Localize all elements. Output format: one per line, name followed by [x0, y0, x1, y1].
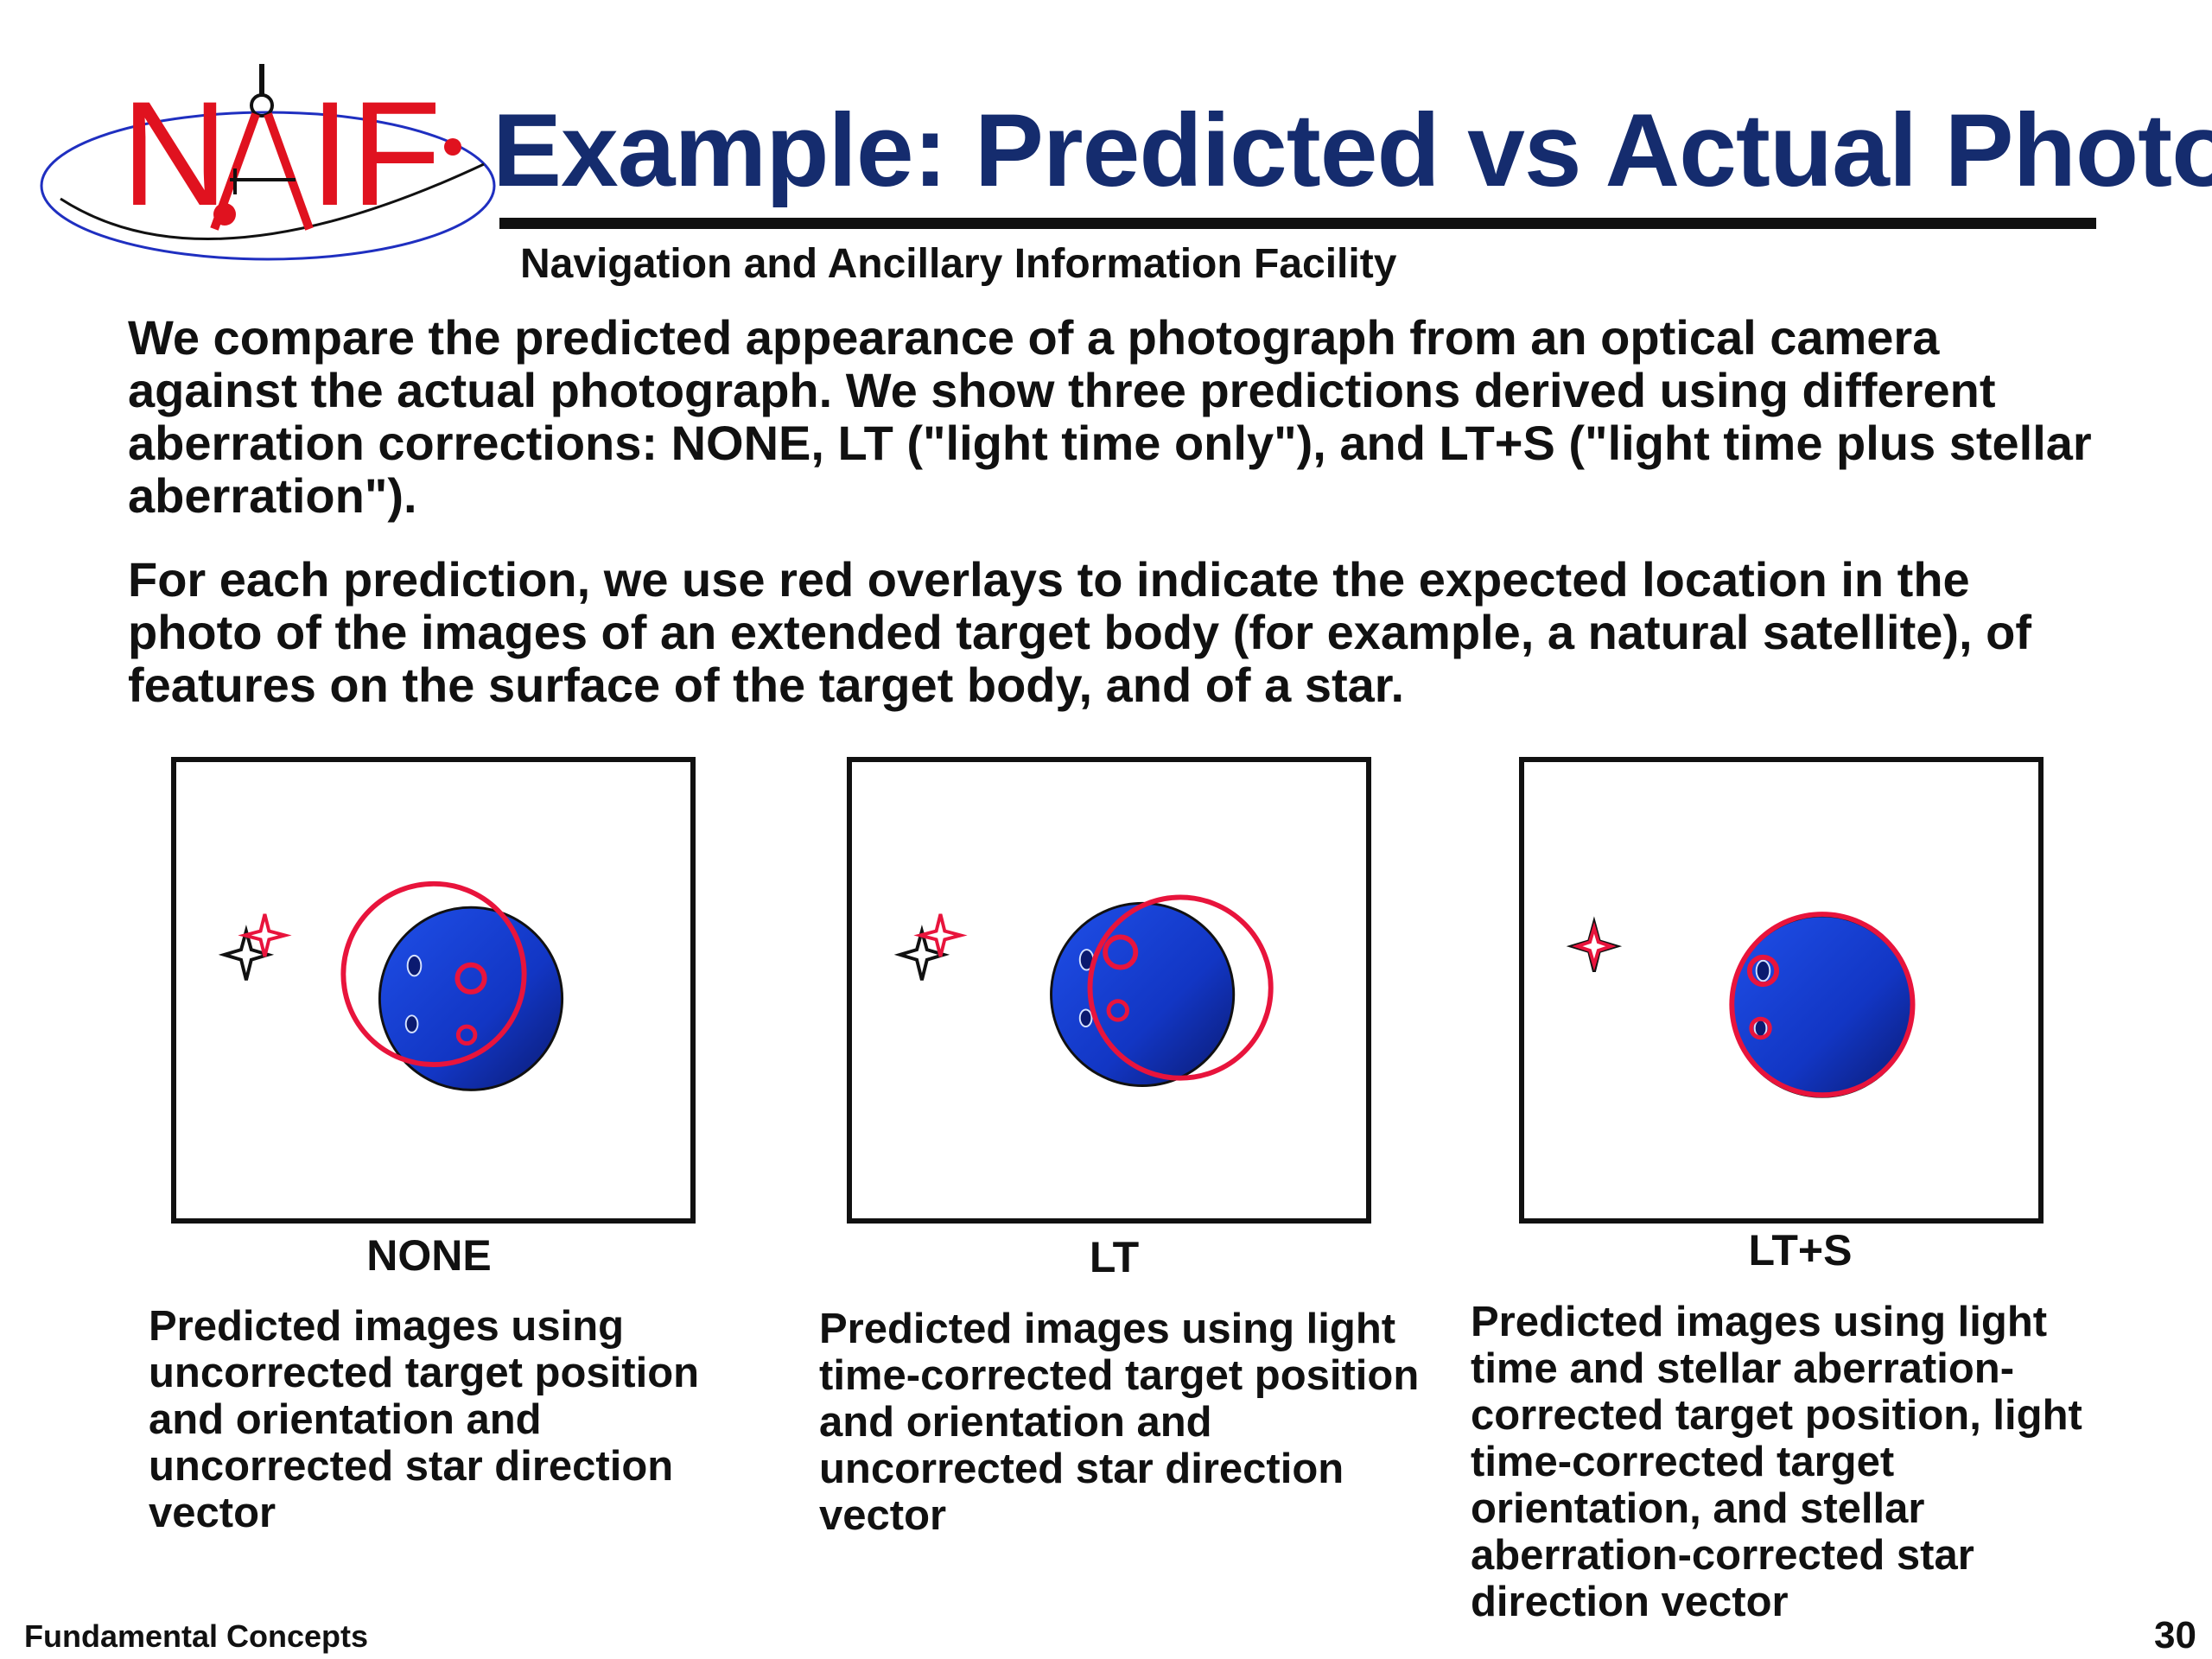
prediction-panel-none [171, 757, 696, 1224]
logo-letters-if: IF [309, 71, 442, 237]
panel-label-none: NONE [366, 1231, 492, 1280]
actual-star-icon [218, 925, 275, 981]
panel-caption-lt: Predicted images using light time-correc… [819, 1306, 1420, 1539]
intro-paragraph: We compare the predicted appearance of a… [128, 310, 2092, 523]
predicted-body-outline [340, 880, 527, 1067]
predicted-star-icon [1572, 921, 1617, 971]
panel-caption-lt-s: Predicted images using light time and st… [1471, 1299, 2082, 1625]
title-divider [499, 218, 2096, 229]
predicted-feature-outline [1746, 954, 1780, 988]
panel-label-lt-s: LT+S [1748, 1226, 1853, 1274]
page-subtitle: Navigation and Ancillary Information Fac… [520, 241, 1397, 287]
predicted-feature-outline [1749, 1016, 1772, 1040]
surface-feature [1078, 1008, 1093, 1028]
predicted-body-outline [1087, 894, 1274, 1081]
overlay-paragraph: For each prediction, we use red overlays… [128, 552, 2032, 712]
surface-feature [404, 1014, 419, 1033]
panel-label-lt: LT [1089, 1233, 1140, 1281]
footer-section: Fundamental Concepts [24, 1618, 369, 1654]
page-number: 30 [2154, 1614, 2196, 1656]
page-title: Example: Predicted vs Actual Photo [493, 92, 2212, 208]
predicted-feature-outline [1103, 934, 1139, 970]
predicted-star-icon [238, 913, 292, 957]
predicted-body-outline [1729, 912, 1916, 1098]
panel-caption-none: Predicted images using uncorrected targe… [149, 1303, 700, 1536]
naif-logo: N IF [35, 52, 501, 268]
target-body [378, 906, 564, 1091]
actual-star-icon [893, 925, 950, 981]
predicted-star-icon [913, 913, 968, 957]
predicted-feature-outline [454, 962, 487, 995]
predicted-feature-outline [455, 1024, 478, 1046]
orbit-logo-icon [40, 64, 496, 261]
predicted-feature-outline [1106, 999, 1129, 1022]
logo-letter-n: N [121, 71, 229, 237]
prediction-panel-lt-s [1519, 757, 2044, 1224]
surface-feature [1755, 959, 1771, 982]
target-body [1050, 901, 1236, 1087]
surface-feature [406, 954, 423, 977]
prediction-panel-lt [847, 757, 1371, 1224]
